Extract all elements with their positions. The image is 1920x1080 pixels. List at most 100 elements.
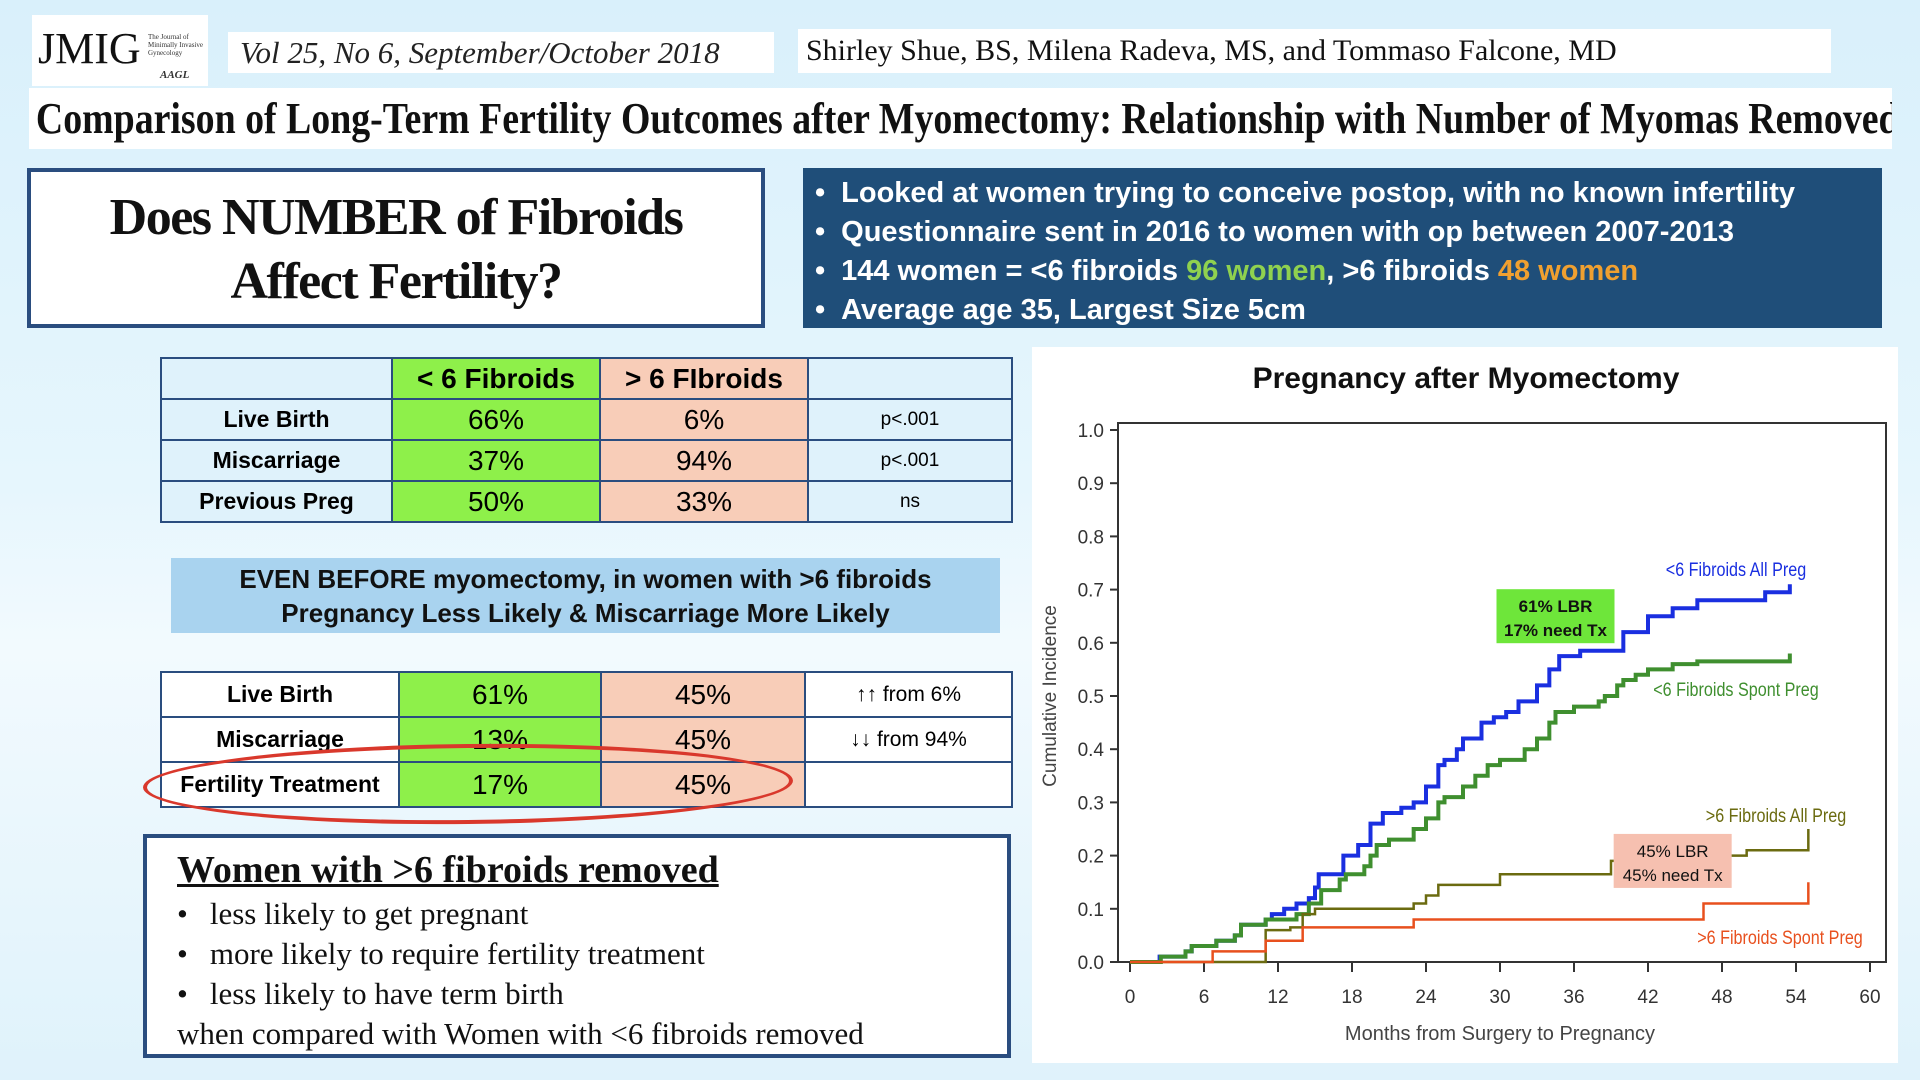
row-label: Fertility Treatment [160, 761, 400, 808]
y-tick-label: 0.2 [1078, 847, 1104, 868]
series-label: <6 Fibroids Spont Preg [1653, 679, 1819, 701]
row-label: Miscarriage [160, 439, 393, 482]
authors: Shirley Shue, BS, Milena Radeva, MS, and… [798, 29, 1831, 73]
x-tick-label: 24 [1415, 987, 1437, 1008]
table-row: Miscarriage 13% 45% ↓↓ from 94% [160, 716, 1013, 763]
annotation-box [1613, 833, 1732, 888]
question-line-1: Does NUMBER of Fibroids [109, 189, 684, 246]
x-tick-label: 12 [1267, 987, 1288, 1008]
conclusion-heading: Women with >6 fibroids removed [177, 849, 719, 891]
y-tick-label: 1.0 [1078, 421, 1104, 442]
conclusion-footer: when compared with Women with <6 fibroid… [177, 1016, 864, 1051]
annotation-line-2: 17% need Tx [1504, 621, 1608, 640]
series-line-2 [1130, 653, 1792, 964]
series-label: >6 Fibroids Spont Preg [1697, 927, 1863, 949]
bullet-item: 144 women = <6 fibroids 96 women, >6 fib… [815, 252, 1882, 291]
header-cell: < 6 Fibroids [391, 357, 601, 400]
volume-info: Vol 25, No 6, September/October 2018 [228, 32, 774, 73]
y-tick-label: 0.5 [1078, 687, 1104, 708]
highlight-green: 96 women [1186, 255, 1327, 287]
x-tick-label: 42 [1637, 987, 1658, 1008]
y-tick-label: 0.4 [1078, 740, 1105, 761]
x-tick-label: 60 [1859, 987, 1880, 1008]
table-row: Fertility Treatment 17% 45% [160, 761, 1013, 808]
bullet-text: 144 women = <6 fibroids [841, 255, 1187, 287]
row-label: Previous Preg [160, 480, 393, 523]
table-header-row: < 6 Fibroids > 6 FIbroids [160, 357, 1013, 400]
x-tick-label: 18 [1341, 987, 1362, 1008]
header-cell [160, 357, 393, 400]
bullet-item: Average age 35, Largest Size 5cm [815, 291, 1882, 330]
cell: ↑↑ from 6% [804, 671, 1013, 718]
banner-line-1: EVEN BEFORE myomectomy, in women with >6… [239, 564, 932, 594]
bullet-text: , >6 fibroids [1326, 255, 1498, 287]
cell: p<.001 [807, 398, 1013, 441]
cell: p<.001 [807, 439, 1013, 482]
y-axis-label: Cumulative Incidence [1040, 605, 1061, 787]
y-tick-label: 0.7 [1078, 581, 1104, 602]
highlight-orange: 48 women [1497, 255, 1639, 287]
cell: 6% [599, 398, 809, 441]
series-label: >6 Fibroids All Preg [1706, 805, 1846, 827]
question-box: Does NUMBER of Fibroids Affect Fertility… [27, 168, 765, 328]
table-row: Miscarriage 37% 94% p<.001 [160, 439, 1013, 482]
annotation-box [1496, 589, 1615, 644]
cell: 13% [398, 716, 602, 763]
cell: 17% [398, 761, 602, 808]
cell: ns [807, 480, 1013, 523]
conclusion-item: less likely to have term birth [177, 974, 1007, 1014]
study-summary-bullets: Looked at women trying to conceive posto… [803, 168, 1882, 328]
series-label: <6 Fibroids All Preg [1666, 559, 1806, 581]
chart-title: Pregnancy after Myomectomy [1253, 362, 1680, 395]
conclusion-box: Women with >6 fibroids removed less like… [143, 834, 1011, 1058]
cell: ↓↓ from 94% [804, 716, 1013, 763]
cell [804, 761, 1013, 808]
table-row: Live Birth 61% 45% ↑↑ from 6% [160, 671, 1013, 718]
cell: 66% [391, 398, 601, 441]
x-tick-label: 6 [1199, 987, 1210, 1008]
journal-logo: JMIG The Journal of Minimally Invasive G… [32, 15, 208, 86]
paper-title-bar: Comparison of Long-Term Fertility Outcom… [29, 88, 1892, 149]
cell: 94% [599, 439, 809, 482]
cell: 37% [391, 439, 601, 482]
table-row: Live Birth 66% 6% p<.001 [160, 398, 1013, 441]
annotation-line-2: 45% need Tx [1623, 866, 1723, 885]
y-tick-label: 0.3 [1078, 793, 1104, 814]
row-label: Live Birth [160, 398, 393, 441]
cell: 33% [599, 480, 809, 523]
postop-outcomes-table: Live Birth 61% 45% ↑↑ from 6% Miscarriage 13… [160, 671, 1013, 808]
callout-banner: EVEN BEFORE myomectomy, in women with >6… [171, 558, 1000, 633]
y-tick-label: 0.6 [1078, 634, 1104, 655]
paper-title: Comparison of Long-Term Fertility Outcom… [35, 94, 1892, 143]
conclusion-item: more likely to require fertility treatme… [177, 934, 1007, 974]
y-tick-label: 0.0 [1078, 953, 1104, 974]
cell: 50% [391, 480, 601, 523]
series-line-1 [1130, 584, 1792, 964]
annotation-line-1: 45% LBR [1637, 842, 1709, 861]
logo-text: JMIG [38, 24, 141, 73]
chart-panel [1032, 347, 1898, 1063]
banner-line-2: Pregnancy Less Likely & Miscarriage More… [281, 598, 890, 628]
row-label: Live Birth [160, 671, 400, 718]
annotation-line-1: 61% LBR [1519, 597, 1593, 616]
bullet-item: Looked at women trying to conceive posto… [815, 174, 1882, 213]
row-label: Miscarriage [160, 716, 400, 763]
cell: 61% [398, 671, 602, 718]
x-tick-label: 30 [1489, 987, 1510, 1008]
header-cell [807, 357, 1013, 400]
bullet-item: Questionnaire sent in 2016 to women with… [815, 213, 1882, 252]
outcomes-table: < 6 Fibroids > 6 FIbroids Live Birth 66% 6… [160, 357, 1013, 523]
cell: 45% [600, 761, 806, 808]
y-tick-label: 0.9 [1078, 474, 1104, 495]
x-tick-label: 0 [1125, 987, 1136, 1008]
cell: 45% [600, 716, 806, 763]
x-tick-label: 54 [1785, 987, 1807, 1008]
plot-frame [1117, 422, 1887, 963]
series-line-4 [1130, 882, 1810, 964]
question-line-2: Affect Fertility? [230, 253, 563, 310]
conclusion-item: less likely to get pregnant [177, 894, 1007, 934]
x-tick-label: 48 [1711, 987, 1732, 1008]
cell: 45% [600, 671, 806, 718]
x-tick-label: 36 [1563, 987, 1584, 1008]
